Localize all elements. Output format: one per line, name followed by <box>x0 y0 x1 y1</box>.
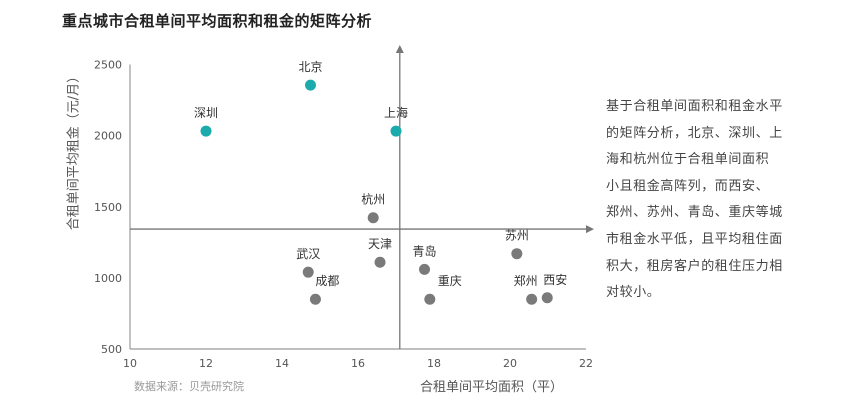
data-point <box>390 125 402 137</box>
arrow-right-icon <box>586 225 594 234</box>
arrow-up-icon <box>395 45 404 53</box>
description-line: 积大，租房客户的租住压力相 <box>606 258 783 274</box>
data-label: 上海 <box>384 105 408 120</box>
x-tick-label: 18 <box>427 357 441 370</box>
description-line: 的矩阵分析，北京、深圳、上 <box>606 125 783 141</box>
data-point <box>511 248 523 260</box>
data-point <box>302 266 314 278</box>
data-label: 重庆 <box>438 274 462 288</box>
data-point <box>374 256 386 268</box>
description-text: 基于合租单间面积和租金水平 的矩阵分析，北京、深圳、上 海和杭州位于合租单间面积… <box>606 94 816 307</box>
data-label: 深圳 <box>194 106 218 120</box>
axes <box>129 64 586 350</box>
y-tick-label: 2500 <box>94 59 122 72</box>
data-label: 青岛 <box>412 243 436 258</box>
y-axis-title: 合租单间平均租金（元/月） <box>66 69 82 231</box>
data-label: 成都 <box>315 274 339 288</box>
description-line: 对较小。 <box>606 285 661 301</box>
x-tick-label: 12 <box>199 357 213 370</box>
x-tick-label: 22 <box>579 357 593 370</box>
x-axis-title: 合租单间平均面积（平） <box>420 380 564 395</box>
data-point <box>309 293 321 305</box>
data-label: 天津 <box>368 237 392 251</box>
description-line: 小且租金高阵列，而西安、 <box>606 178 770 194</box>
y-tick-label: 2000 <box>94 130 122 143</box>
x-tick-label: 14 <box>275 357 289 370</box>
data-source-note: 数据来源：贝壳研究院 <box>134 380 244 393</box>
y-tick-label: 500 <box>101 343 122 356</box>
x-tick-label: 10 <box>123 357 137 370</box>
data-point <box>305 79 316 91</box>
quadrant-lines <box>130 45 594 349</box>
y-tick-label: 1500 <box>94 201 122 214</box>
description-line: 郑州、苏州、青岛、重庆等城 <box>606 205 783 221</box>
data-point <box>424 293 436 305</box>
data-label: 郑州 <box>514 273 538 288</box>
description-line: 基于合租单间面积和租金水平 <box>606 99 783 114</box>
data-point <box>419 263 430 275</box>
data-label: 武汉 <box>296 247 320 261</box>
x-tick-label: 20 <box>503 357 517 370</box>
data-label: 苏州 <box>505 229 529 243</box>
chart-title: 重点城市合租单间平均面积和租金的矩阵分析 <box>62 12 373 30</box>
description-line: 海和杭州位于合租单间面积 <box>606 152 770 168</box>
data-point <box>541 292 553 304</box>
data-point <box>200 125 212 137</box>
tick-labels: 10 12 14 16 18 20 22 500 1000 1500 2000 2500 <box>94 59 593 371</box>
data-label: 北京 <box>298 60 322 74</box>
data-label: 杭州 <box>361 192 385 207</box>
data-point <box>367 212 379 224</box>
data-point <box>526 293 538 305</box>
x-tick-label: 16 <box>351 357 365 370</box>
description-line: 市租金水平低，且平均租住面 <box>606 231 783 247</box>
data-label: 西安 <box>543 272 567 287</box>
y-tick-label: 1000 <box>94 272 122 285</box>
